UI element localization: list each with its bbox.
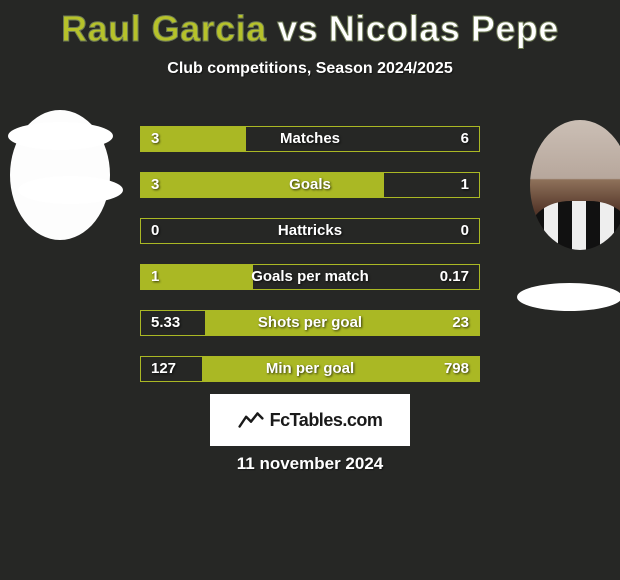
page-title: Raul Garcia vs Nicolas Pepe xyxy=(0,0,620,50)
brand-badge: FcTables.com xyxy=(210,394,410,446)
bar-value-right: 0.17 xyxy=(430,265,479,291)
bar-fill-right xyxy=(205,311,479,335)
comparison-bars: 36Matches31Goals00Hattricks10.17Goals pe… xyxy=(140,126,480,402)
bar-value-right: 6 xyxy=(451,127,479,153)
bar-value-left: 3 xyxy=(141,173,169,199)
bar-label: Hattricks xyxy=(141,219,479,245)
bar-value-right: 798 xyxy=(434,357,479,383)
decorative-oval xyxy=(8,122,113,150)
date-text: 11 november 2024 xyxy=(0,454,620,474)
bar-value-right: 0 xyxy=(451,219,479,245)
brand-text: FcTables.com xyxy=(270,410,383,431)
bar-value-left: 127 xyxy=(141,357,186,383)
vs-text: vs xyxy=(277,8,318,49)
brand-icon xyxy=(238,410,264,430)
bar-value-left: 5.33 xyxy=(141,311,190,337)
bar-row: 10.17Goals per match xyxy=(140,264,480,290)
bar-value-left: 1 xyxy=(141,265,169,291)
player1-name: Raul Garcia xyxy=(61,8,267,49)
bar-row: 127798Min per goal xyxy=(140,356,480,382)
bar-row: 36Matches xyxy=(140,126,480,152)
decorative-oval xyxy=(18,176,123,204)
player2-avatar xyxy=(530,120,620,250)
bar-row: 31Goals xyxy=(140,172,480,198)
bar-row: 5.3323Shots per goal xyxy=(140,310,480,336)
bar-value-right: 1 xyxy=(451,173,479,199)
bar-fill-left xyxy=(141,173,384,197)
player2-name: Nicolas Pepe xyxy=(329,8,559,49)
subtitle: Club competitions, Season 2024/2025 xyxy=(0,60,620,78)
bar-row: 0 0Hattricks xyxy=(140,218,480,244)
bar-value-right: 23 xyxy=(442,311,479,337)
decorative-oval xyxy=(517,283,620,311)
bar-value-left: 3 xyxy=(141,127,169,153)
bar-value-left: 0 xyxy=(141,219,169,245)
